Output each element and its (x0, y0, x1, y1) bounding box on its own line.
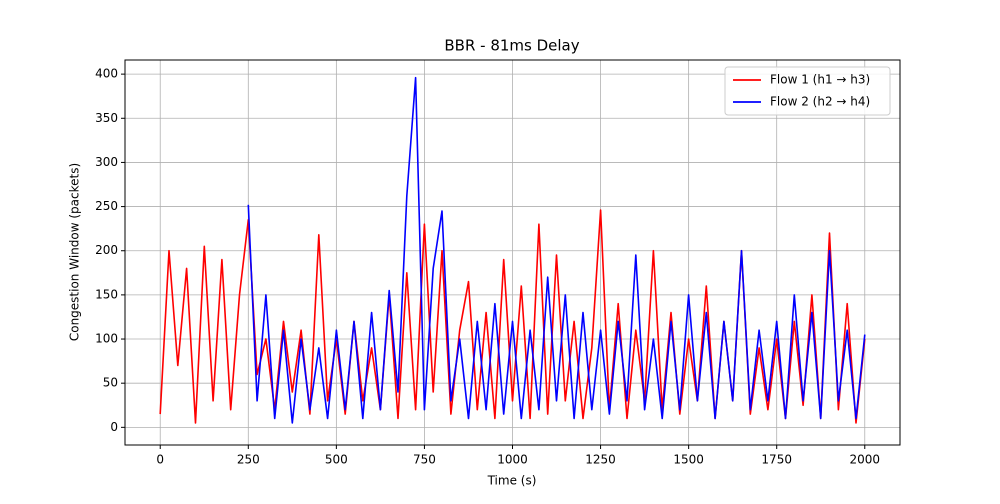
y-axis-label: Congestion Window (packets) (68, 163, 82, 341)
x-tick-label: 500 (325, 453, 348, 467)
y-tick-label: 300 (95, 155, 118, 169)
y-tick-label: 50 (103, 376, 118, 390)
x-tick-label: 250 (237, 453, 260, 467)
plot-frame (124, 59, 901, 446)
x-tick-label: 0 (156, 453, 164, 467)
y-tick-label: 0 (110, 420, 118, 434)
y-tick-label: 150 (95, 287, 118, 301)
y-tick-label: 400 (95, 67, 118, 81)
series-line (247, 76, 866, 424)
legend-label: Flow 1 (h1 → h3) (770, 73, 870, 87)
x-tick-label: 1500 (673, 453, 704, 467)
x-tick-label: 1750 (761, 453, 792, 467)
y-tick-label: 250 (95, 199, 118, 213)
y-tick-label: 100 (95, 332, 118, 346)
y-tick-label: 350 (95, 111, 118, 125)
legend-label: Flow 2 (h2 → h4) (770, 95, 870, 109)
legend-box (724, 66, 891, 116)
x-tick-label: 1000 (497, 453, 528, 467)
chart-title: BBR - 81ms Delay (444, 37, 579, 55)
x-tick-label: 750 (413, 453, 436, 467)
x-axis-label: Time (s) (487, 474, 537, 488)
x-tick-label: 1250 (585, 453, 616, 467)
x-tick-label: 2000 (849, 453, 880, 467)
y-tick-label: 200 (95, 243, 118, 257)
